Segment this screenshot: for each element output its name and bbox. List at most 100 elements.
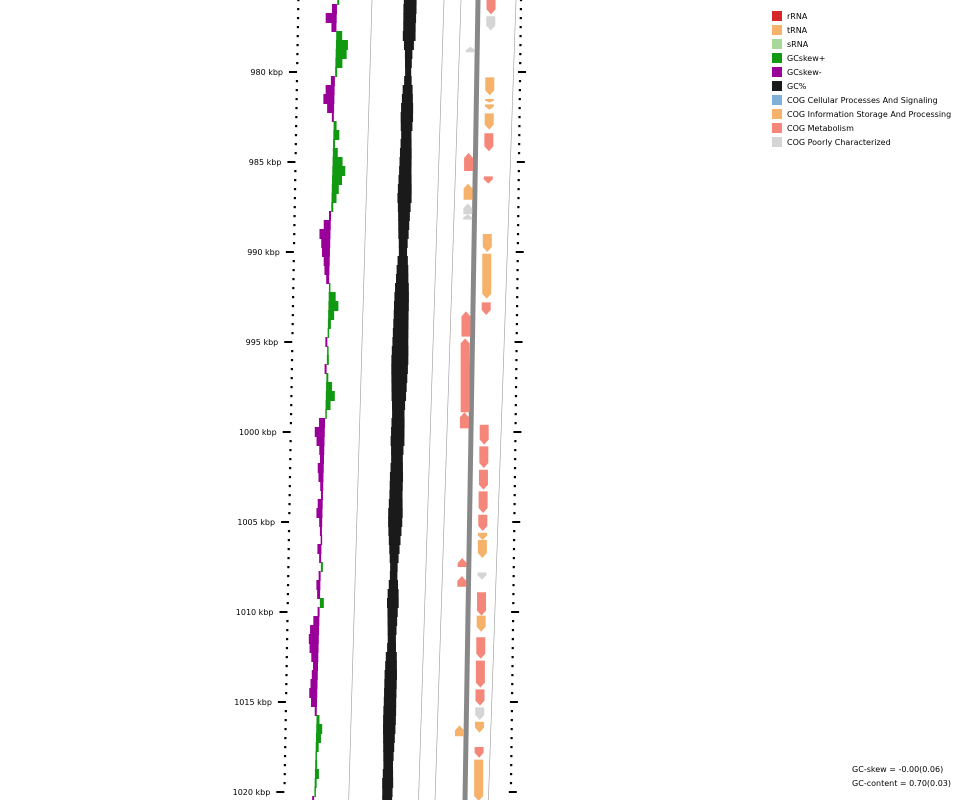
axis-minor-tick xyxy=(283,764,287,767)
legend-label: tRNA xyxy=(787,25,808,35)
gc-content-bar xyxy=(383,760,393,770)
axis-minor-tick xyxy=(512,602,515,605)
axis-minor-tick xyxy=(290,386,293,389)
gc-skew-bar xyxy=(315,742,319,752)
axis-minor-tick xyxy=(519,44,522,47)
axis-minor-tick xyxy=(518,98,521,101)
axis-minor-tick xyxy=(291,314,294,317)
gc-content-bar xyxy=(387,589,399,599)
axis-minor-tick xyxy=(286,593,290,596)
axis-minor-tick xyxy=(294,170,297,173)
axis-minor-tick xyxy=(293,233,296,236)
gc-skew-bar xyxy=(309,643,319,653)
axis-minor-tick xyxy=(516,287,519,290)
gc-skew-bar xyxy=(314,706,317,716)
axis-minor-tick xyxy=(285,665,288,668)
axis-minor-tick xyxy=(288,485,291,488)
axis-minor-tick xyxy=(293,188,297,191)
axis-minor-tick xyxy=(293,224,296,227)
gc-content-bar xyxy=(383,724,396,734)
axis-minor-tick xyxy=(289,422,293,425)
axis-minor-tick xyxy=(286,629,289,632)
gc-skew-bar xyxy=(319,517,323,527)
axis-minor-tick xyxy=(510,746,513,749)
axis-minor-tick xyxy=(511,638,514,641)
axis-minor-tick xyxy=(513,539,516,542)
gc-skew-track xyxy=(308,0,348,800)
gc-content-bar xyxy=(390,463,403,473)
forward-gene xyxy=(486,16,496,31)
gc-skew-bar xyxy=(320,481,324,491)
gc-content-bar xyxy=(393,310,409,320)
gc-content-bar xyxy=(398,220,410,230)
gc-skew-bar xyxy=(319,229,331,239)
axis-minor-tick xyxy=(511,674,514,677)
gc-skew-bar xyxy=(327,103,335,113)
gc-skew-bar xyxy=(328,211,331,221)
forward-gene xyxy=(481,302,491,315)
axis-minor-tick xyxy=(296,62,299,65)
guide-line xyxy=(348,0,373,800)
axis-minor-tick xyxy=(296,26,299,29)
axis-minor-tick xyxy=(517,188,520,191)
axis-minor-tick xyxy=(513,503,516,506)
legend-label: GCskew+ xyxy=(787,53,826,63)
axis-minor-tick xyxy=(516,296,519,299)
gc-skew-bar xyxy=(323,94,335,104)
gc-content-bar xyxy=(382,769,394,779)
axis-minor-tick xyxy=(295,98,298,101)
gc-content-bar xyxy=(394,292,409,302)
axis-minor-tick xyxy=(516,305,519,308)
axis-minor-tick xyxy=(296,35,299,38)
gc-skew-bar xyxy=(337,0,340,5)
gc-content-bar xyxy=(395,283,409,293)
gc-skew-bar xyxy=(332,166,346,176)
gc-skew-bar xyxy=(326,355,329,365)
forward-gene xyxy=(485,99,495,103)
legend-item: GCskew- xyxy=(772,65,951,79)
axis-minor-tick xyxy=(285,647,289,650)
axis-minor-tick xyxy=(518,107,521,110)
forward-gene xyxy=(479,446,489,468)
axis-minor-tick xyxy=(286,638,289,641)
axis-minor-tick xyxy=(292,269,295,272)
gc-skew-bar xyxy=(315,733,321,743)
axis-minor-tick xyxy=(293,215,296,218)
gc-skew-bar xyxy=(321,238,331,248)
axis-minor-tick xyxy=(287,548,290,551)
gc-content-bar xyxy=(398,229,409,239)
legend-swatch xyxy=(772,123,782,133)
gc-content-bar xyxy=(385,652,397,662)
axis-minor-tick xyxy=(285,674,288,677)
gc-content-bar xyxy=(383,751,394,761)
axis-minor-tick xyxy=(291,350,294,353)
gc-content-bar xyxy=(391,454,403,464)
gc-skew-bar xyxy=(325,85,335,95)
axis-minor-tick xyxy=(513,494,516,497)
legend-swatch xyxy=(772,95,782,105)
gc-content-bar xyxy=(393,301,409,311)
gc-content-bar xyxy=(391,364,408,374)
axis-tick-label: 1005 kbp xyxy=(237,518,275,527)
axis-minor-tick xyxy=(290,395,293,398)
gc-content-bar xyxy=(401,130,412,140)
axis-minor-tick xyxy=(510,755,513,758)
gc-skew-bar xyxy=(325,409,327,419)
axis-minor-tick xyxy=(286,584,290,587)
axis-minor-tick xyxy=(285,683,288,686)
legend-swatch xyxy=(772,25,782,35)
legend-item: COG Cellular Processes And Signaling xyxy=(772,93,951,107)
gc-skew-bar xyxy=(313,616,320,626)
gc-skew-bar xyxy=(317,499,323,509)
axis-minor-tick xyxy=(283,782,286,785)
gc-skew-bar xyxy=(328,301,339,311)
gc-skew-bar xyxy=(335,49,347,59)
forward-gene xyxy=(482,234,492,252)
axis-minor-tick xyxy=(288,494,291,497)
forward-gene xyxy=(484,104,494,110)
gc-content-bar xyxy=(403,40,414,50)
gc-content-bar xyxy=(387,643,397,653)
axis-minor-tick xyxy=(519,53,522,56)
gc-content-bar xyxy=(402,31,416,41)
axis-minor-tick xyxy=(512,548,516,551)
